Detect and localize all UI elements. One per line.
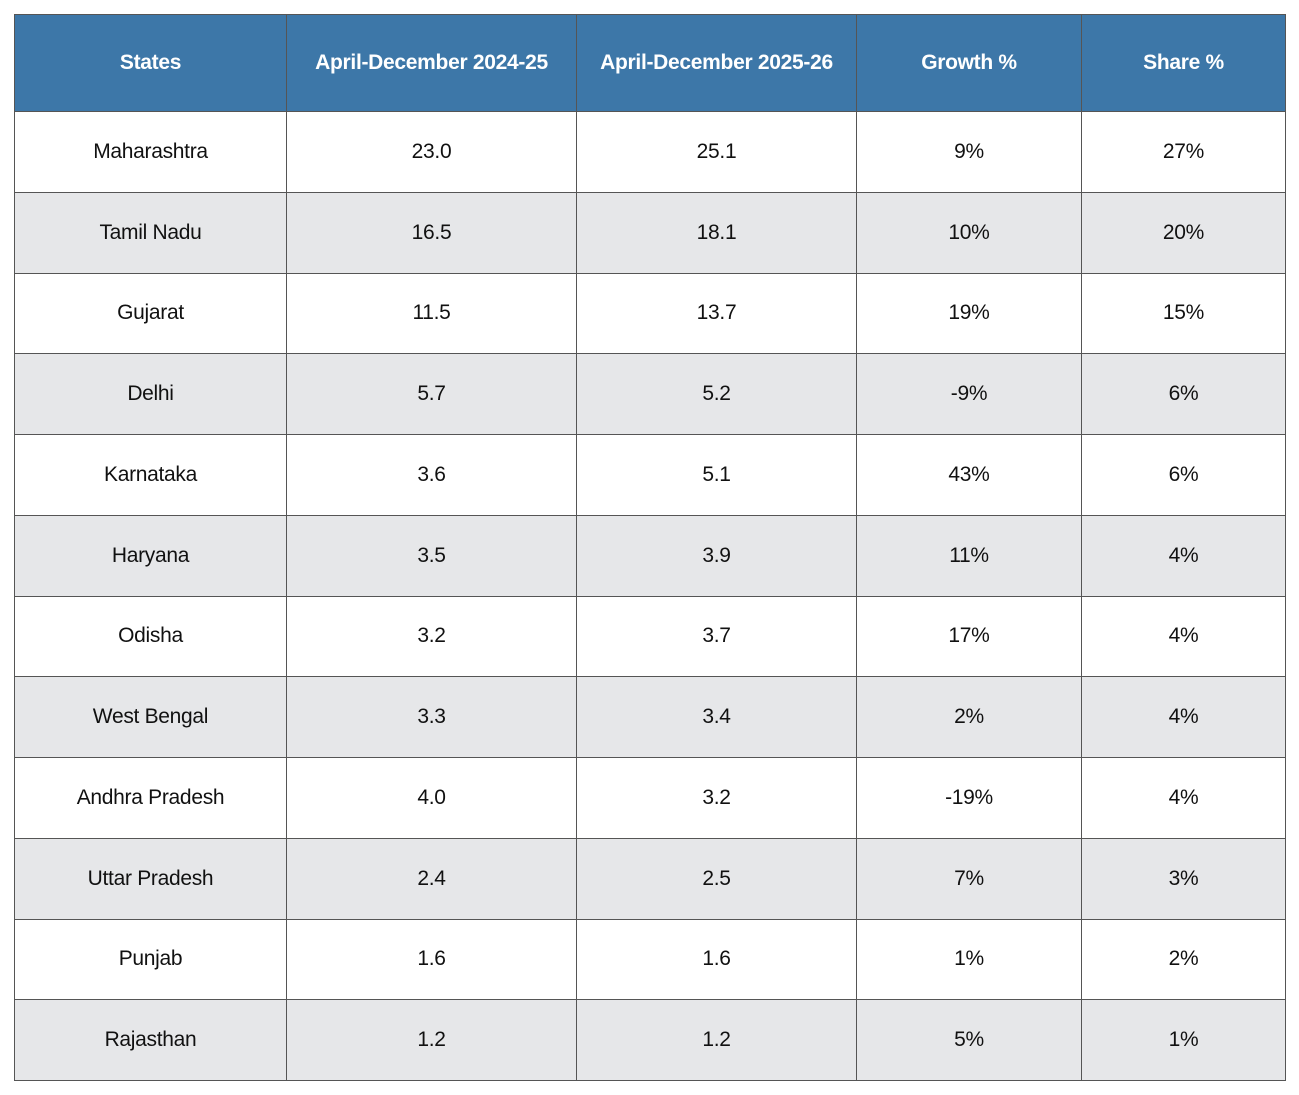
- table-cell: Delhi: [14, 353, 287, 435]
- table-cell: Rajasthan: [14, 999, 287, 1081]
- table-row: Odisha 3.2 3.7 17% 4%: [14, 595, 1286, 678]
- table-row: Maharashtra 23.0 25.1 9% 27%: [14, 111, 1286, 193]
- table-cell: 3.2: [286, 595, 577, 678]
- table-cell: 9%: [856, 111, 1082, 193]
- header-cell: April-December 2024-25: [286, 14, 577, 112]
- table-row: Andhra Pradesh 4.0 3.2 -19% 4%: [14, 757, 1286, 839]
- table-body: Maharashtra 23.0 25.1 9% 27% Tamil Nadu 16.5 18…: [14, 111, 1286, 1081]
- table-cell: 10%: [856, 191, 1082, 274]
- data-table: States April-December 2024-25 April-Decemb…: [14, 14, 1286, 1081]
- table-cell: 23.0: [286, 111, 577, 193]
- table-cell: 3.4: [576, 676, 857, 758]
- table-row: Punjab 1.6 1.6 1% 2%: [14, 918, 1286, 1001]
- table-cell: 6%: [1081, 434, 1286, 516]
- table-cell: 5%: [856, 999, 1082, 1081]
- table-row: Haryana 3.5 3.9 11% 4%: [14, 514, 1286, 597]
- table-cell: 1.6: [286, 918, 577, 1001]
- table-row: West Bengal 3.3 3.4 2% 4%: [14, 676, 1286, 758]
- table-cell: 3.5: [286, 514, 577, 597]
- table-row: Tamil Nadu 16.5 18.1 10% 20%: [14, 191, 1286, 274]
- header-row: States April-December 2024-25 April-Decemb…: [14, 14, 1286, 112]
- table-cell: 19%: [856, 272, 1082, 355]
- table-cell: 4%: [1081, 676, 1286, 758]
- table-cell: 18.1: [576, 191, 857, 274]
- table-row: Delhi 5.7 5.2 -9% 6%: [14, 353, 1286, 435]
- table-cell: Maharashtra: [14, 111, 287, 193]
- table-cell: 3%: [1081, 837, 1286, 920]
- table-cell: 1.2: [576, 999, 857, 1081]
- header-cell: States: [14, 14, 287, 112]
- table-cell: Andhra Pradesh: [14, 757, 287, 839]
- table-cell: 17%: [856, 595, 1082, 678]
- table-cell: 5.1: [576, 434, 857, 516]
- table-cell: West Bengal: [14, 676, 287, 758]
- table-cell: Uttar Pradesh: [14, 837, 287, 920]
- table-cell: 3.3: [286, 676, 577, 758]
- table-cell: Punjab: [14, 918, 287, 1001]
- table-cell: 16.5: [286, 191, 577, 274]
- table-cell: 15%: [1081, 272, 1286, 355]
- table-header: States April-December 2024-25 April-Decemb…: [14, 14, 1286, 112]
- table-row: Uttar Pradesh 2.4 2.5 7% 3%: [14, 837, 1286, 920]
- table-row: Gujarat 11.5 13.7 19% 15%: [14, 272, 1286, 355]
- table-cell: 2.5: [576, 837, 857, 920]
- table-cell: 3.9: [576, 514, 857, 597]
- table-cell: Haryana: [14, 514, 287, 597]
- table-cell: 2%: [1081, 918, 1286, 1001]
- table-cell: 1%: [1081, 999, 1286, 1081]
- table-cell: 7%: [856, 837, 1082, 920]
- table-cell: 4%: [1081, 595, 1286, 678]
- table-cell: 5.7: [286, 353, 577, 435]
- table-cell: 3.7: [576, 595, 857, 678]
- table-cell: 4.0: [286, 757, 577, 839]
- table-cell: 4%: [1081, 757, 1286, 839]
- header-cell: Share %: [1081, 14, 1286, 112]
- table-cell: Tamil Nadu: [14, 191, 287, 274]
- table-cell: Karnataka: [14, 434, 287, 516]
- table-cell: 1.6: [576, 918, 857, 1001]
- table-cell: 20%: [1081, 191, 1286, 274]
- table-cell: 25.1: [576, 111, 857, 193]
- table-cell: 4%: [1081, 514, 1286, 597]
- table-cell: 3.6: [286, 434, 577, 516]
- table-cell: 13.7: [576, 272, 857, 355]
- table-cell: -9%: [856, 353, 1082, 435]
- table-cell: Gujarat: [14, 272, 287, 355]
- table-cell: 6%: [1081, 353, 1286, 435]
- table-cell: 1%: [856, 918, 1082, 1001]
- table-cell: 3.2: [576, 757, 857, 839]
- table-cell: 5.2: [576, 353, 857, 435]
- table-cell: 27%: [1081, 111, 1286, 193]
- table-cell: 43%: [856, 434, 1082, 516]
- table-cell: 1.2: [286, 999, 577, 1081]
- table-cell: 11%: [856, 514, 1082, 597]
- table-cell: 2%: [856, 676, 1082, 758]
- table-cell: Odisha: [14, 595, 287, 678]
- table-row: Rajasthan 1.2 1.2 5% 1%: [14, 999, 1286, 1081]
- table-cell: -19%: [856, 757, 1082, 839]
- header-cell: Growth %: [856, 14, 1082, 112]
- header-cell: April-December 2025-26: [576, 14, 857, 112]
- table-cell: 11.5: [286, 272, 577, 355]
- table-cell: 2.4: [286, 837, 577, 920]
- table-row: Karnataka 3.6 5.1 43% 6%: [14, 434, 1286, 516]
